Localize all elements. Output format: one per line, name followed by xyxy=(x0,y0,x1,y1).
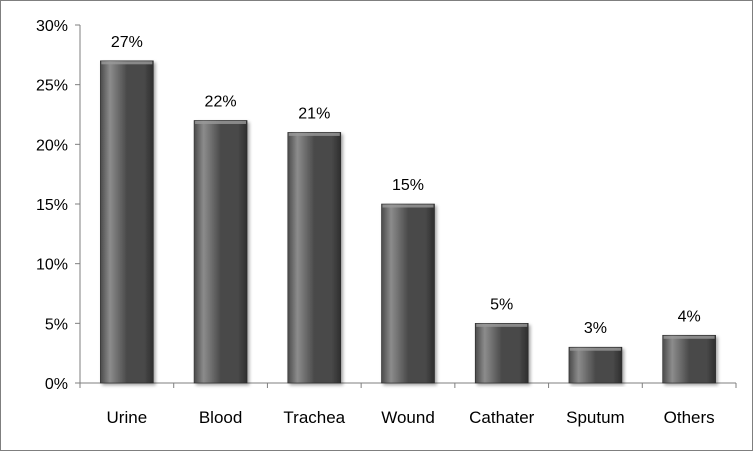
data-label: 4% xyxy=(678,308,701,325)
bar-others xyxy=(662,334,716,384)
data-label: 3% xyxy=(584,320,607,337)
bar-top-bevel xyxy=(195,120,247,124)
bar-urine xyxy=(100,60,154,384)
bar-wound xyxy=(381,203,435,384)
bar-sputum xyxy=(568,346,623,384)
data-label: 27% xyxy=(111,34,143,51)
y-tick-label: 5% xyxy=(45,316,68,333)
x-category-label: Others xyxy=(664,408,715,427)
bar-blood xyxy=(193,120,248,384)
bar-top-bevel xyxy=(101,61,153,65)
y-tick-label: 0% xyxy=(45,376,68,393)
x-category-label: Blood xyxy=(199,408,242,427)
x-category-label: Urine xyxy=(107,408,148,427)
bar-top-bevel xyxy=(569,347,621,351)
bar-top-bevel xyxy=(288,132,340,136)
x-category-label: Sputum xyxy=(566,408,625,427)
data-label: 15% xyxy=(392,177,424,194)
y-tick-label: 20% xyxy=(36,137,68,154)
x-category-label: Wound xyxy=(381,408,435,427)
x-category-label: Cathater xyxy=(469,408,535,427)
bar-top-bevel xyxy=(382,204,434,208)
data-label: 5% xyxy=(490,296,513,313)
bar-top-bevel xyxy=(663,335,715,339)
bar-cathater xyxy=(474,323,529,384)
y-tick-label: 25% xyxy=(36,78,68,95)
labels: 0% 5% 10% 15% 20% 25% 30% 27% Urine 22% Blood 21% Tr… xyxy=(36,18,715,427)
y-tick-label: 30% xyxy=(36,18,68,35)
y-tick-label: 15% xyxy=(36,197,68,214)
data-label: 21% xyxy=(298,105,330,122)
y-tick-label: 10% xyxy=(36,257,68,274)
x-category-label: Trachea xyxy=(283,408,345,427)
bar-top-bevel xyxy=(476,323,528,327)
bars xyxy=(100,60,716,384)
data-label: 22% xyxy=(205,93,237,110)
axes xyxy=(75,24,737,388)
bar-trachea xyxy=(287,132,342,384)
